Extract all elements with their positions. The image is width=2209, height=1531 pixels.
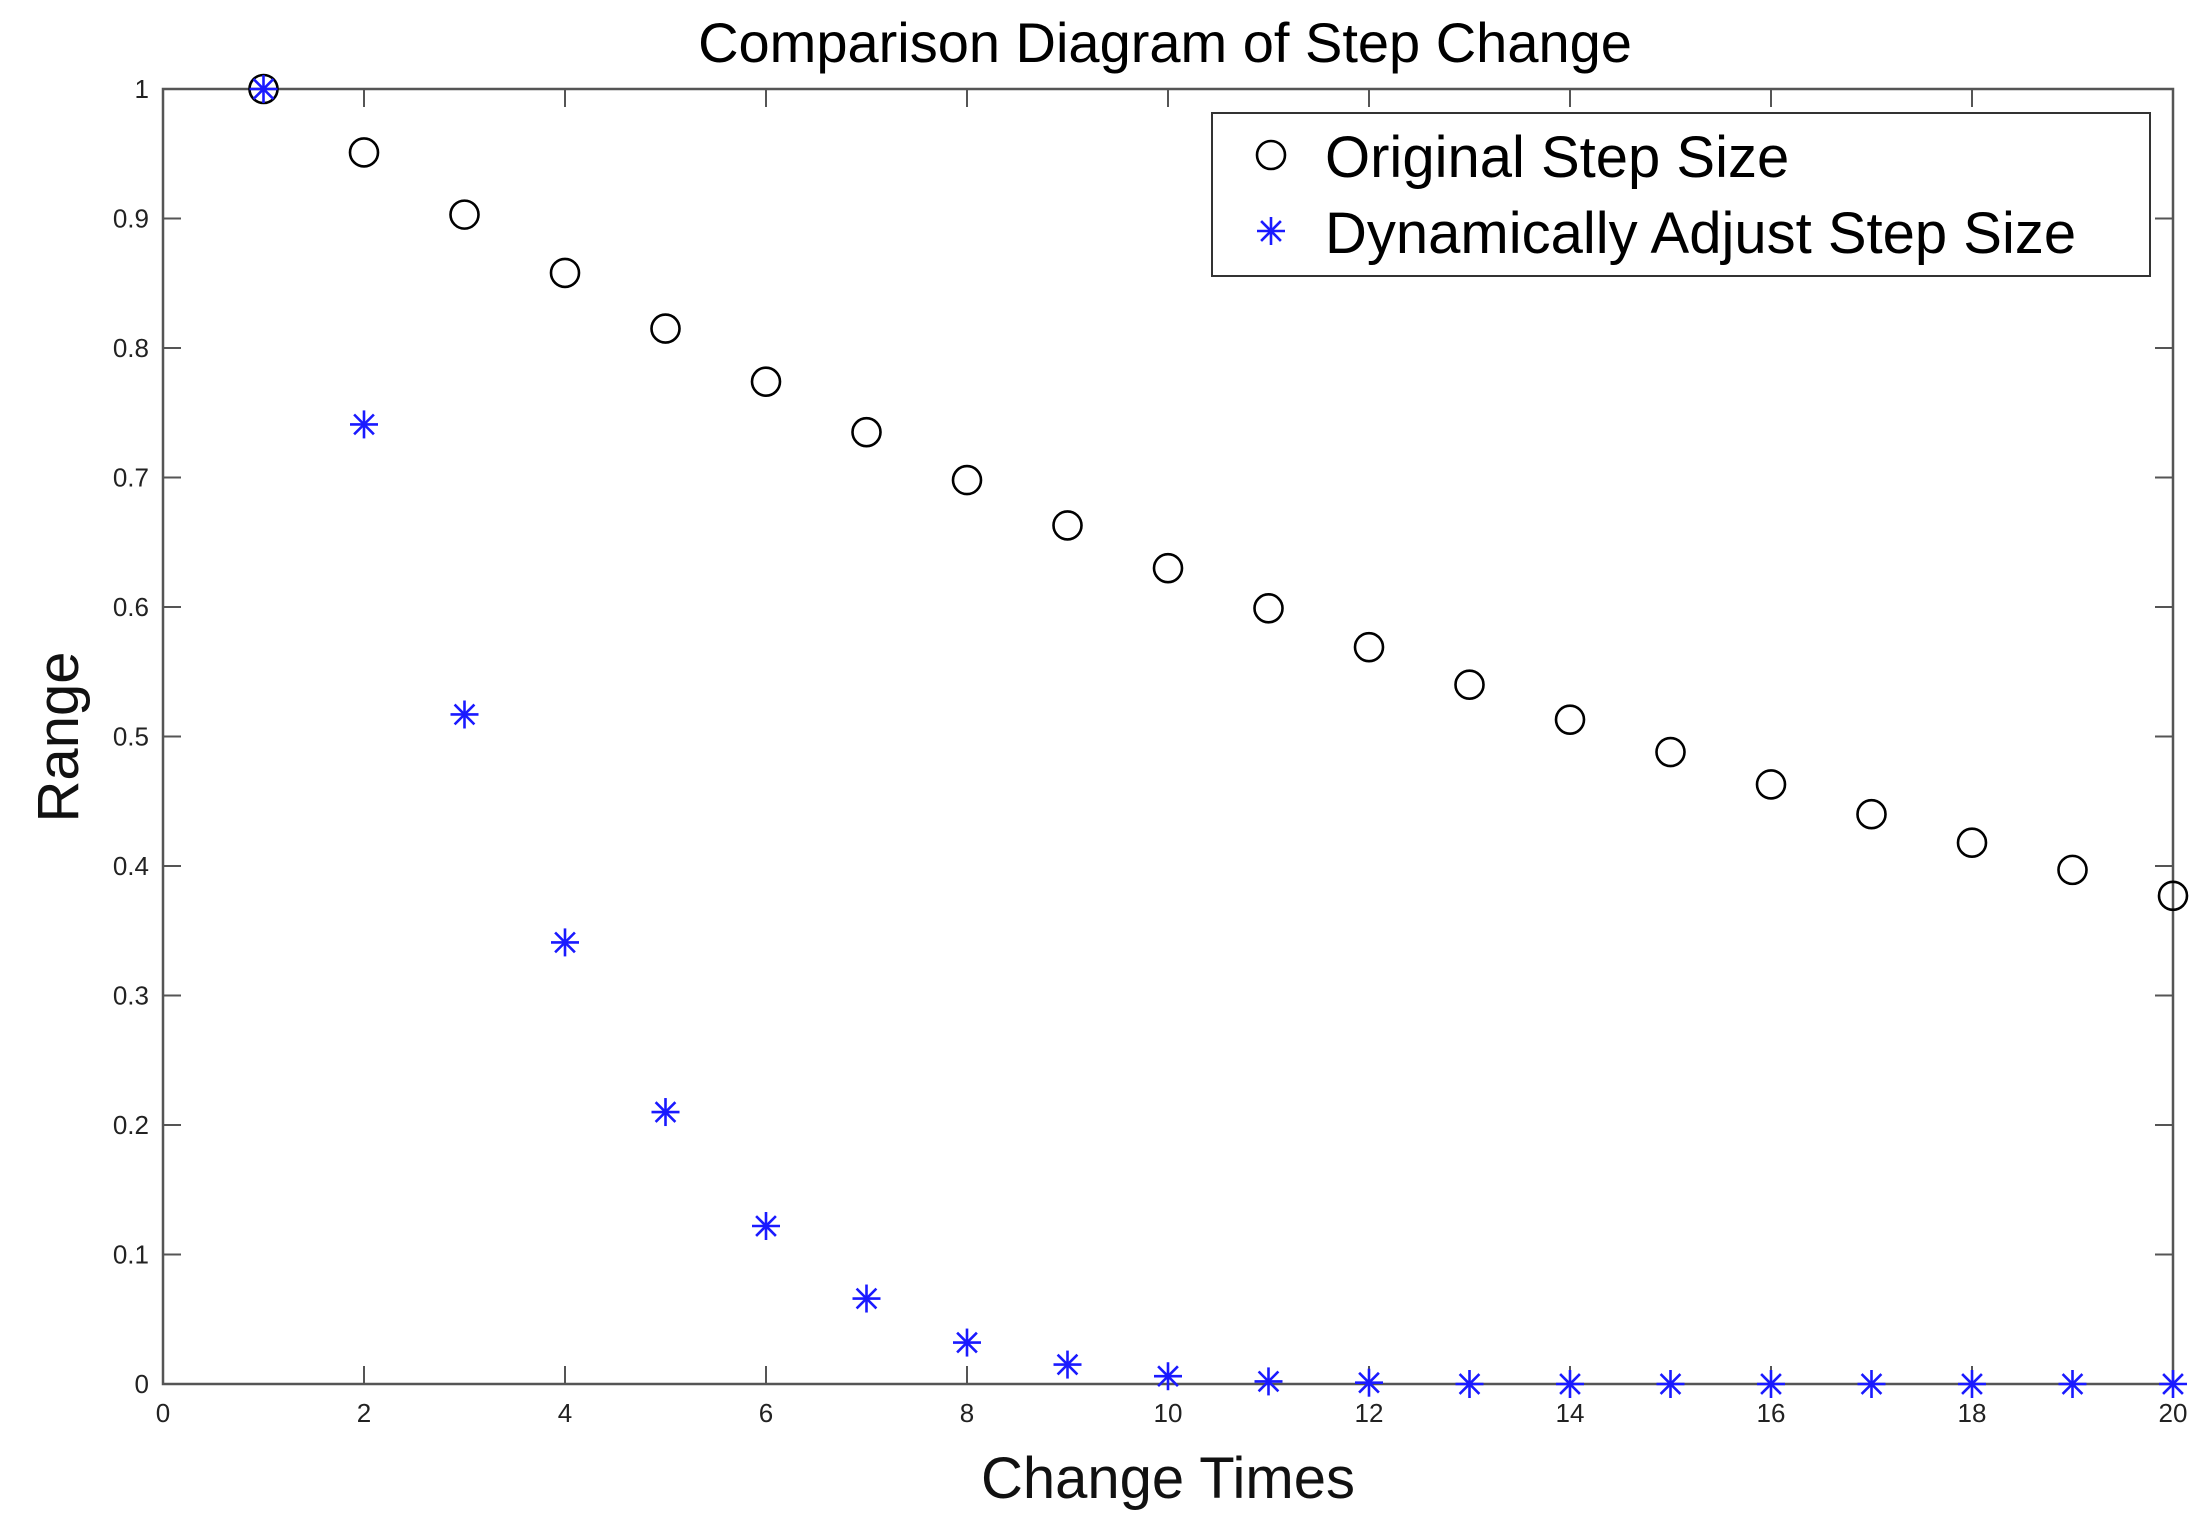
- x-axis-label: Change Times: [981, 1446, 1355, 1511]
- data-point-original: [449, 199, 480, 230]
- data-point-original: [1655, 736, 1686, 768]
- x-tick-label: 2: [357, 1398, 371, 1428]
- data-point-dynamic: [1556, 1370, 1584, 1398]
- x-tick-label: 14: [1556, 1398, 1585, 1428]
- x-tick-label: 0: [156, 1398, 170, 1428]
- data-point-dynamic: [1958, 1370, 1986, 1398]
- x-tick-label: 20: [2159, 1398, 2188, 1428]
- x-tick-label: 8: [960, 1398, 974, 1428]
- data-point-original: [650, 313, 681, 344]
- data-point-original: [951, 464, 983, 496]
- data-point-dynamic: [1053, 1350, 1082, 1379]
- x-tick-label: 18: [1958, 1398, 1987, 1428]
- y-tick-label: 0.8: [113, 333, 149, 363]
- data-point-original: [1554, 704, 1586, 735]
- y-axis-label: Range: [26, 652, 91, 823]
- x-tick-label: 4: [558, 1398, 572, 1428]
- legend-marker-circle: [1255, 139, 1287, 171]
- x-tick-label: 10: [1154, 1398, 1183, 1428]
- data-point-dynamic: [1857, 1370, 1886, 1398]
- data-point-original: [1454, 669, 1485, 701]
- y-tick-label: 0.2: [113, 1110, 149, 1140]
- y-axis-ticks: 0 0.1 0.2 0.3 0.4 0.5 0.6 0.7 0.8 0.9 1: [113, 74, 2173, 1399]
- data-point-original: [1253, 592, 1284, 624]
- series-layer: [248, 73, 2189, 1398]
- data-point-dynamic: [2058, 1370, 2087, 1398]
- data-point-dynamic: [1355, 1368, 1383, 1397]
- data-point-dynamic: [1254, 1367, 1283, 1396]
- data-point-dynamic: [752, 1212, 780, 1241]
- data-point-dynamic: [953, 1328, 981, 1357]
- x-tick-label: 16: [1757, 1398, 1786, 1428]
- data-point-dynamic: [651, 1098, 680, 1127]
- x-tick-label: 12: [1355, 1398, 1384, 1428]
- y-tick-label: 0.1: [113, 1240, 149, 1270]
- y-tick-label: 0.6: [113, 592, 149, 622]
- data-point-dynamic: [1154, 1362, 1182, 1391]
- data-point-original: [1152, 552, 1184, 584]
- y-tick-label: 0: [135, 1369, 149, 1399]
- y-tick-label: 0.4: [113, 851, 149, 881]
- data-point-original: [1856, 798, 1887, 830]
- series-1: [249, 75, 2187, 1398]
- y-tick-label: 0.7: [113, 463, 149, 493]
- y-tick-label: 0.3: [113, 981, 149, 1011]
- chart-title: Comparison Diagram of Step Change: [698, 11, 1632, 74]
- legend-marker-original-step-size: [1255, 139, 1287, 171]
- legend: Original Step Size Dynamically Adjust St…: [1211, 112, 2151, 277]
- data-point-original: [1956, 827, 1988, 858]
- data-point-original: [2157, 880, 2189, 912]
- data-point-original: [851, 416, 882, 448]
- legend-label-dynamically-adjust-step-size: Dynamically Adjust Step Size: [1325, 201, 2076, 266]
- data-point-dynamic: [1757, 1370, 1785, 1398]
- y-tick-label: 0.5: [113, 722, 149, 752]
- series-0: [248, 73, 2189, 912]
- y-tick-label: 1: [135, 74, 149, 104]
- legend-box: [1211, 112, 2151, 277]
- legend-label-original-step-size: Original Step Size: [1325, 125, 1789, 190]
- data-point-original: [1052, 510, 1083, 541]
- data-point-dynamic: [2159, 1370, 2187, 1398]
- data-point-dynamic: [1455, 1370, 1484, 1398]
- data-point-original: [750, 366, 782, 397]
- data-point-original: [549, 257, 581, 289]
- legend-marker-dynamically-adjust-step-size: [1257, 217, 1285, 245]
- data-point-original: [1755, 769, 1787, 800]
- data-point-original: [2057, 854, 2088, 886]
- x-tick-label: 6: [759, 1398, 773, 1428]
- data-point-dynamic: [1656, 1370, 1685, 1398]
- x-axis-ticks: 0 2 4 6 8 10 12 14 16 18 20: [156, 89, 2188, 1428]
- data-point-dynamic: [852, 1284, 881, 1313]
- data-point-original: [348, 137, 380, 168]
- data-point-dynamic: [350, 410, 378, 439]
- legend-marker-asterisk: [1257, 217, 1285, 245]
- data-point-dynamic: [450, 700, 479, 729]
- data-point-dynamic: [249, 75, 278, 103]
- y-tick-label: 0.9: [113, 204, 149, 234]
- data-point-dynamic: [551, 928, 579, 957]
- data-point-original: [1353, 631, 1385, 663]
